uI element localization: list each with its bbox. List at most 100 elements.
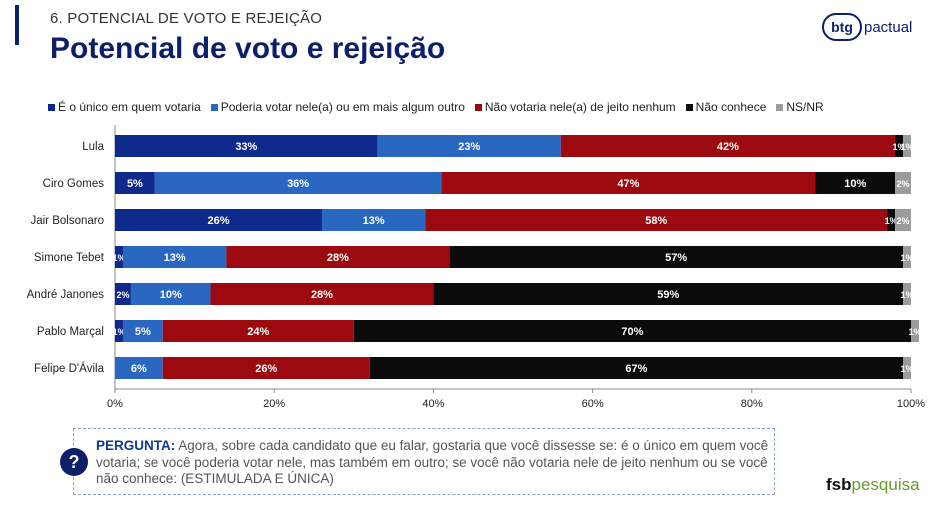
data-label: 59%	[657, 289, 679, 301]
bar-segment	[115, 283, 131, 305]
data-label: 1%	[893, 142, 906, 152]
legend-swatch	[685, 103, 693, 111]
data-label: 5%	[135, 326, 151, 338]
bar-segment	[115, 357, 163, 379]
data-label: 36%	[287, 178, 309, 190]
category-label: Simone Tebet	[34, 252, 105, 264]
bar-segment	[369, 357, 904, 379]
header-accent-bar	[15, 5, 19, 45]
x-tick-label: 100%	[897, 398, 925, 410]
category-label: Ciro Gomes	[43, 178, 105, 190]
bar-segment	[815, 172, 896, 194]
x-tick-label: 80%	[741, 398, 763, 410]
bar-segment	[162, 357, 370, 379]
data-label: 23%	[458, 141, 480, 153]
bar-segment	[887, 209, 896, 231]
data-label: 1%	[901, 364, 914, 374]
legend-label: Poderia votar nele(a) ou em mais algum o…	[220, 100, 465, 114]
data-label: 24%	[247, 326, 269, 338]
btg-pactual-logo: btg pactual	[822, 12, 912, 42]
fsb-pesquisa-logo: fsbpesquisa	[826, 475, 920, 495]
bar-segment	[425, 209, 888, 231]
legend-item: Poderia votar nele(a) ou em mais algum o…	[210, 100, 465, 114]
bar-segment	[377, 135, 561, 157]
section-label: 6. POTENCIAL DE VOTO E REJEIÇÃO	[50, 10, 323, 27]
question-label: PERGUNTA:	[96, 438, 176, 453]
bar-segment	[353, 320, 911, 342]
bar-segment	[115, 246, 123, 268]
data-label: 10%	[160, 289, 182, 301]
page-title: Potencial de voto e rejeição	[50, 32, 446, 65]
data-label: 1%	[885, 216, 898, 226]
data-label: 70%	[621, 326, 643, 338]
question-mark-icon: ?	[60, 448, 88, 476]
legend-swatch	[776, 103, 784, 111]
category-label: André Janones	[27, 289, 105, 301]
data-label: 33%	[235, 141, 257, 153]
data-label: 1%	[112, 327, 125, 337]
legend-label: É o único em quem votaria	[58, 100, 201, 114]
bar-segment	[321, 209, 426, 231]
bar-segment	[130, 283, 211, 305]
bar-segment	[903, 246, 911, 268]
bar-segment	[226, 246, 450, 268]
bar-segment	[210, 283, 434, 305]
data-label: 26%	[255, 363, 277, 375]
chart-legend: É o único em quem votaria Poderia votar n…	[48, 100, 834, 114]
bar-segment	[903, 283, 911, 305]
bar-segment	[449, 246, 904, 268]
stacked-bar-chart: 0% 20% 40% 60% 80% 100% Lula 33% 23% 42% 1% 1% Ciro …	[27, 125, 925, 410]
data-label: 26%	[207, 215, 229, 227]
fsb-logo-part-b: pesquisa	[851, 475, 920, 494]
bar-segment	[122, 246, 227, 268]
data-label: 10%	[844, 178, 866, 190]
data-label: 1%	[908, 327, 921, 337]
fsb-logo-part-a: fsb	[826, 475, 852, 494]
x-tick-label: 60%	[582, 398, 604, 410]
data-label: 28%	[311, 289, 333, 301]
data-label: 1%	[901, 290, 914, 300]
bar-segment	[162, 320, 354, 342]
legend-label: NS/NR	[786, 100, 824, 114]
data-label: 28%	[327, 252, 349, 264]
bar-segment	[895, 209, 911, 231]
bar-segment	[154, 172, 442, 194]
bar-segment	[903, 135, 911, 157]
data-label: 13%	[363, 215, 385, 227]
bar-segment	[895, 135, 904, 157]
bar-segment	[115, 172, 155, 194]
category-label: Jair Bolsonaro	[30, 215, 104, 227]
data-label: 2%	[897, 179, 910, 189]
bar-segment	[433, 283, 904, 305]
category-label: Pablo Marçal	[37, 326, 104, 338]
bar-segment	[441, 172, 816, 194]
bar-segment	[895, 172, 911, 194]
bar-segment	[115, 320, 123, 342]
legend-item: Não votaria nele(a) de jeito nenhum	[474, 100, 676, 114]
data-label: 42%	[717, 141, 739, 153]
bar-segment	[903, 357, 911, 379]
data-label: 58%	[645, 215, 667, 227]
legend-swatch	[48, 103, 55, 111]
bar-segment	[911, 320, 919, 342]
legend-item: NS/NR	[776, 100, 824, 114]
x-tick-label: 0%	[107, 398, 123, 410]
category-label: Lula	[82, 141, 104, 153]
question-text: PERGUNTA: Agora, sobre cada candidato qu…	[96, 438, 772, 488]
legend-label: Não votaria nele(a) de jeito nenhum	[484, 100, 676, 114]
question-body: Agora, sobre cada candidato que eu falar…	[96, 438, 769, 486]
data-label: 1%	[901, 253, 914, 263]
bar-segment	[560, 135, 896, 157]
bar-segment	[115, 135, 378, 157]
data-label: 5%	[127, 178, 143, 190]
legend-label: Não conhece	[695, 100, 767, 114]
category-label: Felipe D'Ávila	[34, 362, 105, 375]
x-tick-label: 20%	[263, 398, 285, 410]
data-label: 6%	[131, 363, 147, 375]
data-label: 2%	[897, 216, 910, 226]
data-label: 1%	[112, 253, 125, 263]
data-label: 2%	[116, 290, 129, 300]
data-label: 47%	[617, 178, 639, 190]
legend-swatch	[474, 103, 482, 111]
x-tick-label: 40%	[422, 398, 444, 410]
